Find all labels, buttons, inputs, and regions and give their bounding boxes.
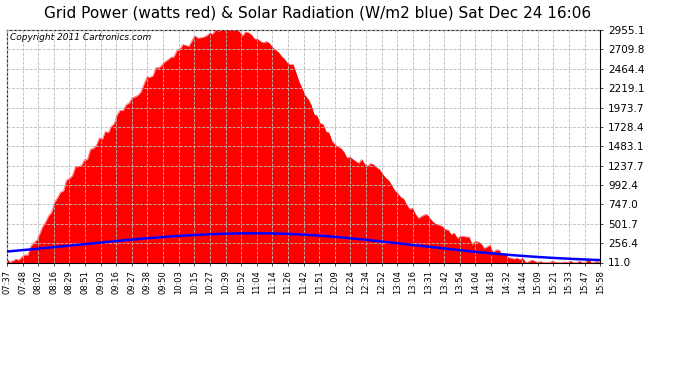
Text: Copyright 2011 Cartronics.com: Copyright 2011 Cartronics.com	[10, 33, 151, 42]
Text: Grid Power (watts red) & Solar Radiation (W/m2 blue) Sat Dec 24 16:06: Grid Power (watts red) & Solar Radiation…	[44, 6, 591, 21]
